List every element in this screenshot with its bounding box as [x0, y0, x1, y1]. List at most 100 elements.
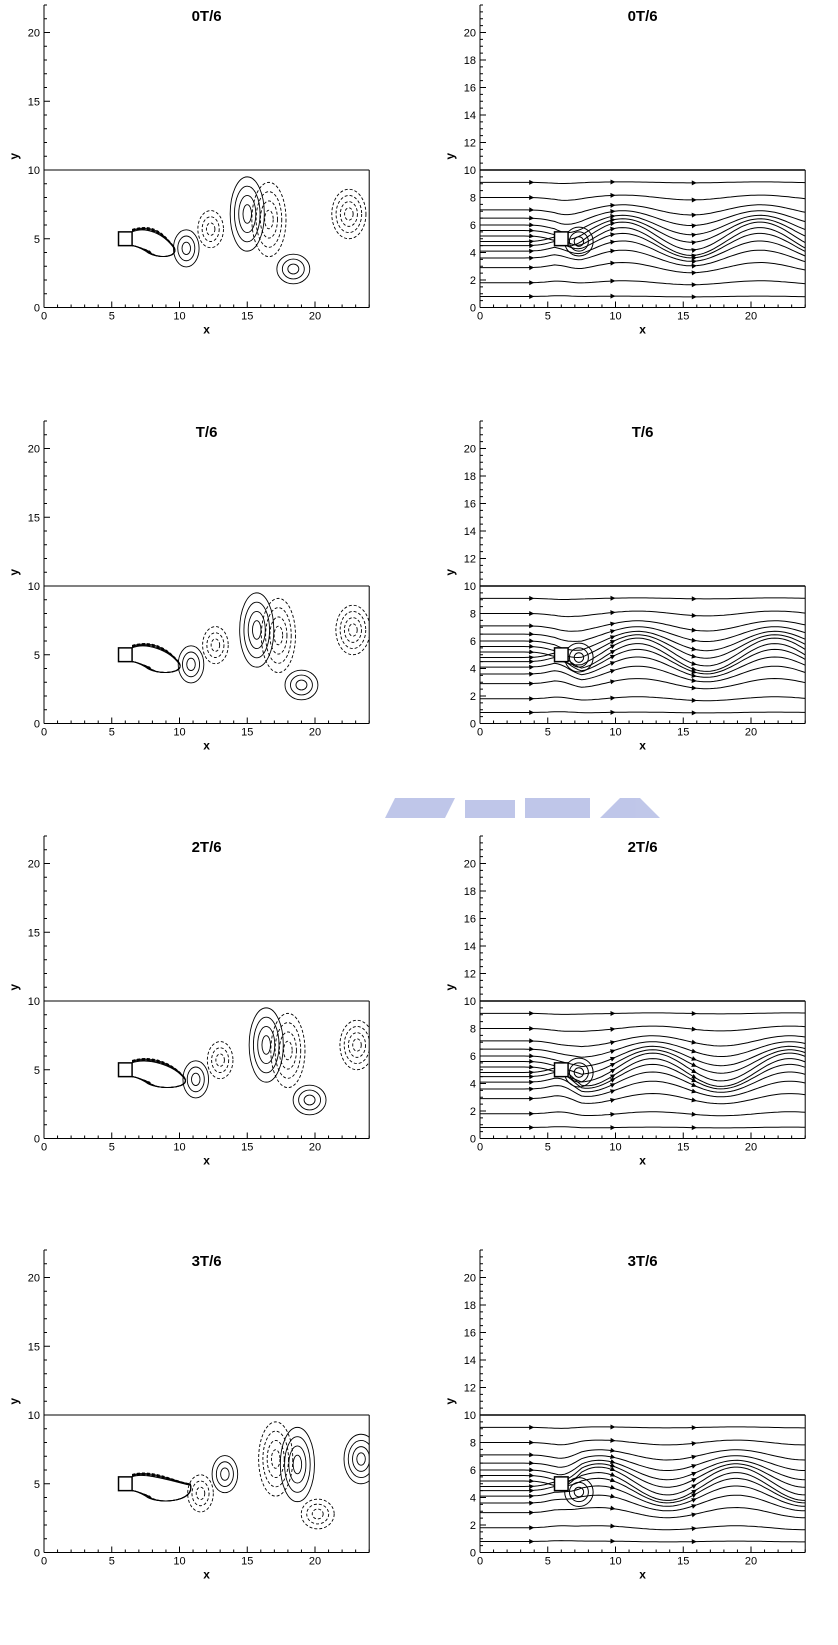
streamline-arrow — [528, 233, 535, 239]
y-axis-title: y — [443, 153, 457, 160]
streamline-arrow — [529, 280, 535, 286]
vorticity-contour — [131, 1474, 191, 1502]
vorticity-contour — [215, 1461, 234, 1487]
x-tick-label: 10 — [609, 727, 621, 739]
square-cylinder — [553, 647, 569, 663]
streamline-arrow — [609, 1472, 616, 1477]
x-tick-label: 20 — [745, 311, 757, 323]
streamline-arrow — [609, 1074, 616, 1080]
streamline-arrow — [529, 1086, 535, 1092]
streamline-arrow — [529, 194, 535, 200]
streamline-arrow — [529, 1010, 535, 1016]
y-tick-label: 10 — [464, 581, 476, 593]
streamline — [480, 218, 806, 243]
streamline-arrow — [691, 180, 697, 186]
streamline-arrow — [529, 671, 535, 677]
streamline-arrow — [610, 1523, 616, 1529]
streamline-arrow — [609, 654, 616, 660]
streamline-arrow — [609, 661, 616, 666]
y-axis-title: y — [443, 984, 457, 991]
streamline-arrow — [529, 1439, 535, 1445]
vorticity-contour — [311, 1508, 324, 1520]
square-cylinder — [553, 1476, 569, 1492]
y-tick-label: 4 — [470, 1493, 476, 1505]
y-tick-label: 12 — [464, 1383, 476, 1395]
y-axis-title: y — [443, 1398, 457, 1405]
streamline-arrow — [610, 293, 616, 299]
x-tick-label: 10 — [173, 311, 185, 323]
x-tick-label: 10 — [609, 1556, 621, 1568]
streamline-arrow — [529, 696, 535, 702]
streamline-arrow — [609, 1056, 616, 1062]
streamline — [480, 1494, 806, 1512]
streamline — [480, 261, 806, 274]
streamline-arrow — [529, 1074, 535, 1080]
streamline-arrow — [691, 1077, 697, 1083]
vorticity-contour — [347, 1439, 370, 1479]
streamline-arrow — [609, 639, 616, 645]
streamline-arrow — [529, 1053, 535, 1059]
streamline-arrow — [529, 179, 535, 185]
vorticity-contour — [292, 1454, 303, 1475]
vorticity-contour — [331, 188, 367, 240]
streamline-arrow — [691, 253, 697, 259]
streamline-arrow — [691, 697, 697, 703]
vorticity-contour — [131, 1058, 186, 1088]
y-tick-label: 10 — [28, 996, 40, 1008]
streamline-arrow — [691, 1062, 697, 1067]
vorticity-contour — [239, 592, 275, 668]
vorticity-contour — [181, 241, 191, 256]
streamline-arrow — [691, 1489, 697, 1495]
y-tick-label: 16 — [464, 914, 476, 926]
streamline — [480, 1058, 806, 1087]
x-axis-title: x — [203, 1568, 210, 1582]
streamline-arrow — [691, 1441, 697, 1447]
vorticity-contour — [264, 209, 274, 230]
panel-title: 2T/6 — [192, 839, 222, 856]
x-axis-title: x — [203, 323, 210, 337]
square-cylinder — [117, 1062, 133, 1078]
y-axis-title: y — [7, 569, 21, 576]
streamline — [480, 1459, 806, 1481]
y-tick-label: 5 — [34, 1065, 40, 1077]
recirculation-loop — [573, 1486, 585, 1498]
streamline-arrow — [691, 259, 697, 265]
x-tick-label: 5 — [545, 311, 551, 323]
y-tick-label: 6 — [470, 220, 476, 232]
vorticity-contour — [335, 194, 363, 234]
streamline-arrow — [610, 260, 616, 266]
streamline — [480, 1463, 806, 1488]
x-axis-title: x — [639, 739, 646, 753]
streamline-arrow — [610, 668, 616, 674]
plot-area — [480, 1010, 806, 1131]
vorticity-contour — [262, 1430, 289, 1488]
x-axis-title: x — [639, 1154, 646, 1168]
y-tick-label: 8 — [470, 609, 476, 621]
streamline — [480, 610, 806, 618]
vorticity-contour — [306, 1503, 330, 1525]
vorticity-contour — [182, 1060, 210, 1099]
vorticity-contour — [281, 258, 305, 280]
streamline-arrow — [691, 263, 697, 269]
plot-area — [131, 592, 370, 701]
plot-area — [131, 1421, 370, 1530]
panel-contour-1: 0 5 10 15 20 0 5 10 15 20 x y 0T/6 — [7, 4, 370, 337]
streamline-arrow — [691, 678, 697, 683]
y-axis-title: y — [7, 153, 21, 160]
recirculation-loop — [568, 231, 589, 252]
vorticity-contour — [303, 1094, 316, 1106]
x-tick-label: 20 — [309, 727, 321, 739]
vorticity-contour — [344, 207, 354, 221]
x-tick-label: 10 — [173, 1142, 185, 1154]
vorticity-contour — [251, 181, 287, 258]
streamline-arrow — [610, 213, 616, 219]
vorticity-contour — [182, 651, 201, 678]
panel-title: 2T/6 — [628, 839, 658, 856]
y-tick-label: 20 — [28, 859, 40, 871]
streamline-arrow — [529, 1500, 535, 1506]
vorticity-contour — [211, 1455, 239, 1494]
y-tick-label: 16 — [464, 499, 476, 511]
panel-contour-2: 0 5 10 15 20 0 5 10 15 20 x y T/6 — [7, 420, 370, 753]
streamline-arrow — [691, 1498, 697, 1503]
